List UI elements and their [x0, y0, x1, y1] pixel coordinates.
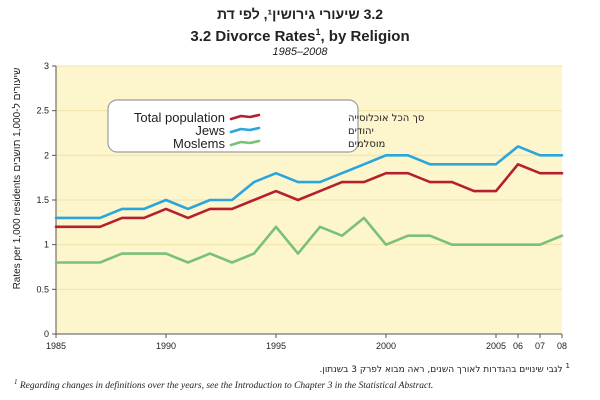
y-tick-label: 2.5 — [36, 106, 49, 116]
y-tick-label: 3 — [44, 61, 49, 71]
legend-label-hebrew-jews: יהודים — [348, 126, 374, 137]
x-tick-label: 06 — [513, 341, 523, 351]
x-tick-label: 1990 — [156, 341, 176, 351]
x-tick-label: 07 — [535, 341, 545, 351]
y-axis-label-hebrew: שיעורים ל-1,000 תושבים — [11, 68, 23, 172]
chart-title-english-text: 3.2 Divorce Rates — [190, 28, 316, 45]
legend-label-jews: Jews — [195, 123, 225, 138]
x-tick-label: 08 — [557, 341, 567, 351]
legend-box — [107, 99, 359, 153]
footnote-english-text: Regarding changes in definitions over th… — [19, 381, 434, 392]
chart-title-english-suffix: , by Religion — [320, 28, 410, 45]
legend-swatch-total-population — [229, 113, 261, 121]
chart-subtitle: 1985–2008 — [272, 46, 328, 58]
series-line-total-population — [54, 163, 564, 229]
series-line-moslems — [54, 216, 564, 264]
legend: Total population סך הכל אוכלוסייה Jews יהוד… — [107, 99, 424, 153]
legend-swatch-jews — [229, 126, 261, 134]
x-tick-label: 1985 — [46, 341, 66, 351]
legend-swatch-moslems — [229, 139, 261, 147]
legend-label-hebrew-total-population: סך הכל אוכלוסייה — [348, 113, 424, 124]
legend-label-moslems: Moslems — [173, 136, 226, 151]
series-lines — [54, 145, 564, 264]
legend-label-total-population: Total population — [134, 110, 225, 125]
series-line-jews — [54, 145, 564, 220]
y-tick-label: 1 — [44, 240, 49, 250]
footnote-hebrew-text: לגבי שינויים בהגדרות לאורך השנים, ראה מב… — [319, 365, 563, 375]
y-tick-label: 0.5 — [36, 284, 49, 294]
x-tick-label: 2005 — [486, 341, 506, 351]
footnote-hebrew-marker: 1 — [565, 362, 570, 370]
footnote-english: 1 Regarding changes in definitions over … — [14, 378, 433, 391]
x-tick-label: 1995 — [266, 341, 286, 351]
x-tick-label: 2000 — [376, 341, 396, 351]
y-axis-label-english: Rates per 1,000 residents — [12, 175, 23, 290]
y-tick-label: 2 — [44, 150, 49, 160]
footnote-hebrew: 1 לגבי שינויים בהגדרות לאורך השנים, ראה … — [320, 362, 571, 375]
chart-title-footnote-marker: 1 — [315, 27, 321, 37]
chart-title-hebrew: 3.2 שיעורי גירושין¹, לפי דת — [216, 6, 384, 22]
y-tick-label: 1.5 — [36, 195, 49, 205]
legend-label-hebrew-moslems: מוסלמים — [348, 139, 385, 150]
y-tick-label: 0 — [44, 329, 49, 339]
chart-title-english: 3.2 Divorce Rates1, by Religion — [0, 27, 600, 45]
footnote-english-marker: 1 — [14, 378, 18, 386]
axes: 0 0.5 1 1.5 2 2.5 3 1985 1990 1995 2000 2005 06 07 08 — [36, 61, 567, 351]
